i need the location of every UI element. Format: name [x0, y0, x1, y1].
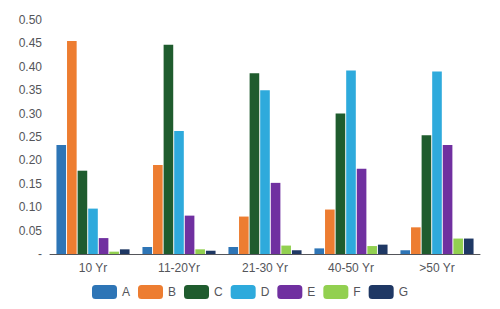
svg-text:0.50: 0.50: [19, 13, 43, 27]
svg-text:F: F: [353, 285, 360, 299]
svg-text:D: D: [261, 285, 270, 299]
svg-text:0.10: 0.10: [19, 200, 43, 214]
svg-text:21-30 Yr: 21-30 Yr: [242, 261, 288, 275]
svg-text:0.40: 0.40: [19, 60, 43, 74]
svg-text:0.25: 0.25: [19, 130, 43, 144]
svg-text:>50 Yr: >50 Yr: [419, 261, 454, 275]
svg-text:-: -: [38, 247, 42, 261]
svg-text:11-20Yr: 11-20Yr: [158, 261, 200, 275]
svg-text:B: B: [168, 285, 176, 299]
svg-text:40-50 Yr: 40-50 Yr: [328, 261, 374, 275]
svg-text:0.30: 0.30: [19, 107, 43, 121]
svg-text:A: A: [122, 285, 130, 299]
svg-text:0.15: 0.15: [19, 177, 43, 191]
svg-text:G: G: [399, 285, 408, 299]
svg-text:0.45: 0.45: [19, 36, 43, 50]
svg-text:0.20: 0.20: [19, 153, 43, 167]
svg-text:0.05: 0.05: [19, 224, 43, 238]
svg-text:0.35: 0.35: [19, 83, 43, 97]
svg-text:E: E: [307, 285, 315, 299]
svg-text:C: C: [214, 285, 223, 299]
svg-text:10 Yr: 10 Yr: [79, 261, 107, 275]
